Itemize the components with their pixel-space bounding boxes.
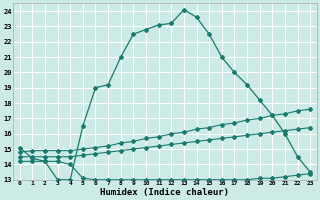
X-axis label: Humidex (Indice chaleur): Humidex (Indice chaleur) <box>100 188 229 197</box>
